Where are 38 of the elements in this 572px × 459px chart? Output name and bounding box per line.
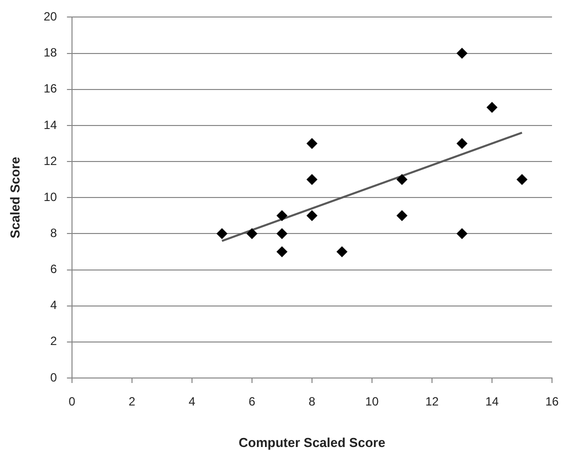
x-tick-label: 12: [425, 394, 439, 409]
point: [246, 228, 258, 240]
y-tick-label: 4: [50, 298, 58, 312]
x-tick-label: 2: [128, 394, 136, 409]
point: [276, 210, 288, 222]
y-tick-label: 10: [44, 190, 58, 204]
y-tick-label: 14: [44, 118, 58, 132]
y-tick-label: 8: [50, 226, 58, 240]
point: [456, 48, 468, 59]
point: [306, 138, 318, 149]
point: [456, 228, 468, 240]
x-tick-label: 4: [188, 394, 196, 409]
point: [396, 210, 408, 222]
point: [516, 174, 528, 186]
point: [306, 210, 318, 222]
x-tick-label: 10: [365, 394, 379, 409]
point: [306, 174, 318, 186]
point: [396, 174, 408, 186]
point: [486, 102, 498, 113]
y-tick-label: 2: [50, 334, 58, 348]
point: [336, 246, 348, 258]
y-tick-label: 16: [44, 82, 58, 96]
y-axis-title: Scaled Score: [7, 156, 22, 238]
y-tick-label: 18: [44, 46, 58, 60]
point: [276, 246, 288, 258]
y-tick-label: 0: [50, 370, 58, 384]
x-tick-label: 8: [308, 394, 316, 409]
point: [216, 228, 228, 240]
point: [456, 138, 468, 149]
x-tick-label: 0: [68, 394, 76, 409]
x-tick-label: 6: [248, 394, 256, 409]
y-tick-label: 6: [50, 262, 58, 276]
x-axis-title: Computer Scaled Score: [238, 434, 386, 450]
y-tick-label: 12: [44, 154, 58, 168]
x-tick-label: 14: [485, 394, 499, 409]
y-tick-label: 20: [44, 10, 58, 24]
point: [276, 228, 288, 240]
x-tick-label: 16: [545, 394, 559, 409]
